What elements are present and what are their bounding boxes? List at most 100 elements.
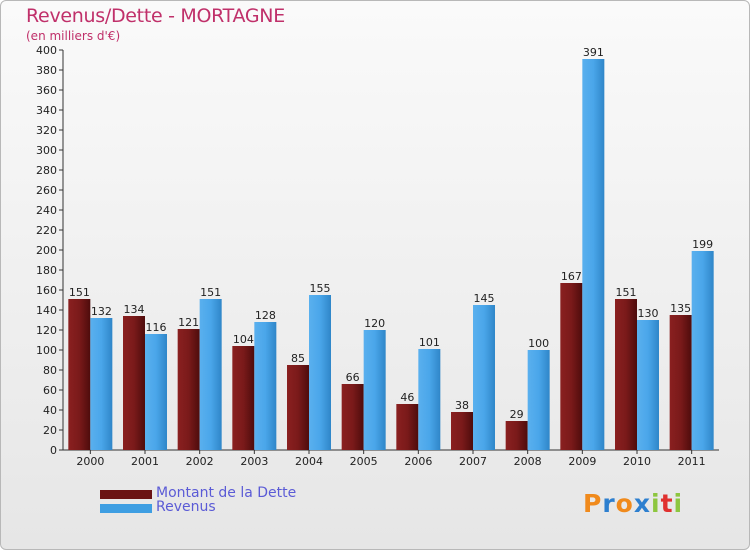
bar-dette <box>177 329 200 450</box>
logo-letter: i <box>651 489 661 518</box>
y-tick-label: 80 <box>43 364 57 377</box>
data-label: 104 <box>233 333 254 346</box>
bar-dette <box>451 412 473 450</box>
x-tick-label: 2001 <box>131 455 159 468</box>
data-label: 66 <box>346 371 360 384</box>
y-tick-label: 40 <box>43 404 57 417</box>
bar-revenus <box>582 59 605 450</box>
chart-data-labels: 151 134 121 104 85 66 46 38 29 167 151 135 132 116 151… <box>69 46 713 421</box>
data-label: 199 <box>692 238 713 251</box>
x-tick-label: 2002 <box>186 455 214 468</box>
y-tick-label: 360 <box>36 84 57 97</box>
x-tick-label: 2009 <box>568 455 596 468</box>
bar-revenus <box>254 322 277 450</box>
legend-label-dette: Montant de la Dette <box>156 485 297 501</box>
data-label: 29 <box>510 408 524 421</box>
x-tick-label: 2005 <box>350 455 378 468</box>
y-tick-label: 100 <box>36 344 57 357</box>
bar-revenus <box>691 251 714 450</box>
data-label: 151 <box>200 286 221 299</box>
y-tick-label: 240 <box>36 204 57 217</box>
y-tick-label: 300 <box>36 144 57 157</box>
bar-revenus <box>473 305 495 450</box>
legend-label-revenus: Revenus <box>156 499 216 515</box>
x-tick-label: 2011 <box>678 455 706 468</box>
data-label: 155 <box>310 282 331 295</box>
data-label: 391 <box>583 46 604 59</box>
bar-dette <box>669 315 692 450</box>
y-tick-label: 200 <box>36 244 57 257</box>
x-tick-label: 2004 <box>295 455 323 468</box>
data-label: 130 <box>638 307 659 320</box>
data-label: 135 <box>670 302 691 315</box>
data-label: 101 <box>419 336 440 349</box>
x-tick-label: 2008 <box>514 455 542 468</box>
y-tick-label: 160 <box>36 284 57 297</box>
data-label: 38 <box>455 399 469 412</box>
logo-letter: P <box>583 489 603 518</box>
y-tick-label: 380 <box>36 64 57 77</box>
y-tick-label: 140 <box>36 304 57 317</box>
legend-swatch-revenus <box>100 504 152 513</box>
bar-revenus <box>637 320 659 450</box>
data-label: 120 <box>364 317 385 330</box>
y-tick-label: 120 <box>36 324 57 337</box>
y-tick-label: 0 <box>50 444 57 457</box>
data-label: 134 <box>124 303 145 316</box>
bar-dette <box>560 283 583 450</box>
y-tick-label: 60 <box>43 384 57 397</box>
bar-revenus <box>527 350 550 450</box>
logo-letter: t <box>660 489 674 518</box>
data-label: 167 <box>561 270 582 283</box>
chart-subtitle: (en milliers d'€) <box>26 29 121 43</box>
bar-revenus <box>363 330 386 450</box>
y-tick-label: 340 <box>36 104 57 117</box>
y-tick-label: 320 <box>36 124 57 137</box>
bar-revenus <box>145 334 167 450</box>
data-label: 100 <box>528 337 549 350</box>
data-label: 132 <box>91 305 112 318</box>
y-tick-label: 20 <box>43 424 57 437</box>
x-tick-label: 2003 <box>240 455 268 468</box>
chart-axes: 0 20 40 60 80 100 120 140 160 180 200 220 240 260 280 3… <box>36 44 719 468</box>
bar-dette <box>615 299 637 450</box>
bar-dette <box>232 346 255 450</box>
bar-revenus <box>199 299 222 450</box>
data-label: 151 <box>616 286 637 299</box>
bar-dette <box>287 365 309 450</box>
bar-dette <box>123 316 145 450</box>
x-tick-label: 2000 <box>76 455 104 468</box>
bar-dette <box>505 421 528 450</box>
chart-bars <box>68 59 714 450</box>
y-tick-label: 180 <box>36 264 57 277</box>
bar-revenus <box>418 349 441 450</box>
data-label: 85 <box>291 352 305 365</box>
bar-dette <box>396 404 419 450</box>
y-tick-label: 220 <box>36 224 57 237</box>
logo-letter: r <box>602 489 616 518</box>
x-tick-label: 2010 <box>623 455 651 468</box>
data-label: 128 <box>255 309 276 322</box>
proxiti-logo: Proxiti <box>583 489 683 518</box>
y-tick-label: 280 <box>36 164 57 177</box>
logo-letter: i <box>673 489 684 518</box>
legend-swatch-dette <box>100 490 152 499</box>
bar-dette <box>68 299 91 450</box>
y-tick-label: 400 <box>36 44 57 57</box>
data-label: 121 <box>178 316 199 329</box>
chart-title: Revenus/Dette - MORTAGNE <box>26 5 285 27</box>
data-label: 46 <box>400 391 414 404</box>
x-tick-label: 2007 <box>459 455 487 468</box>
data-label: 116 <box>146 321 167 334</box>
logo-letter: o <box>615 489 634 518</box>
logo-letter: x <box>633 489 651 518</box>
data-label: 151 <box>69 286 90 299</box>
bar-revenus <box>90 318 113 450</box>
y-tick-label: 260 <box>36 184 57 197</box>
bar-dette <box>341 384 364 450</box>
bar-revenus <box>309 295 331 450</box>
x-tick-label: 2006 <box>404 455 432 468</box>
data-label: 145 <box>474 292 495 305</box>
